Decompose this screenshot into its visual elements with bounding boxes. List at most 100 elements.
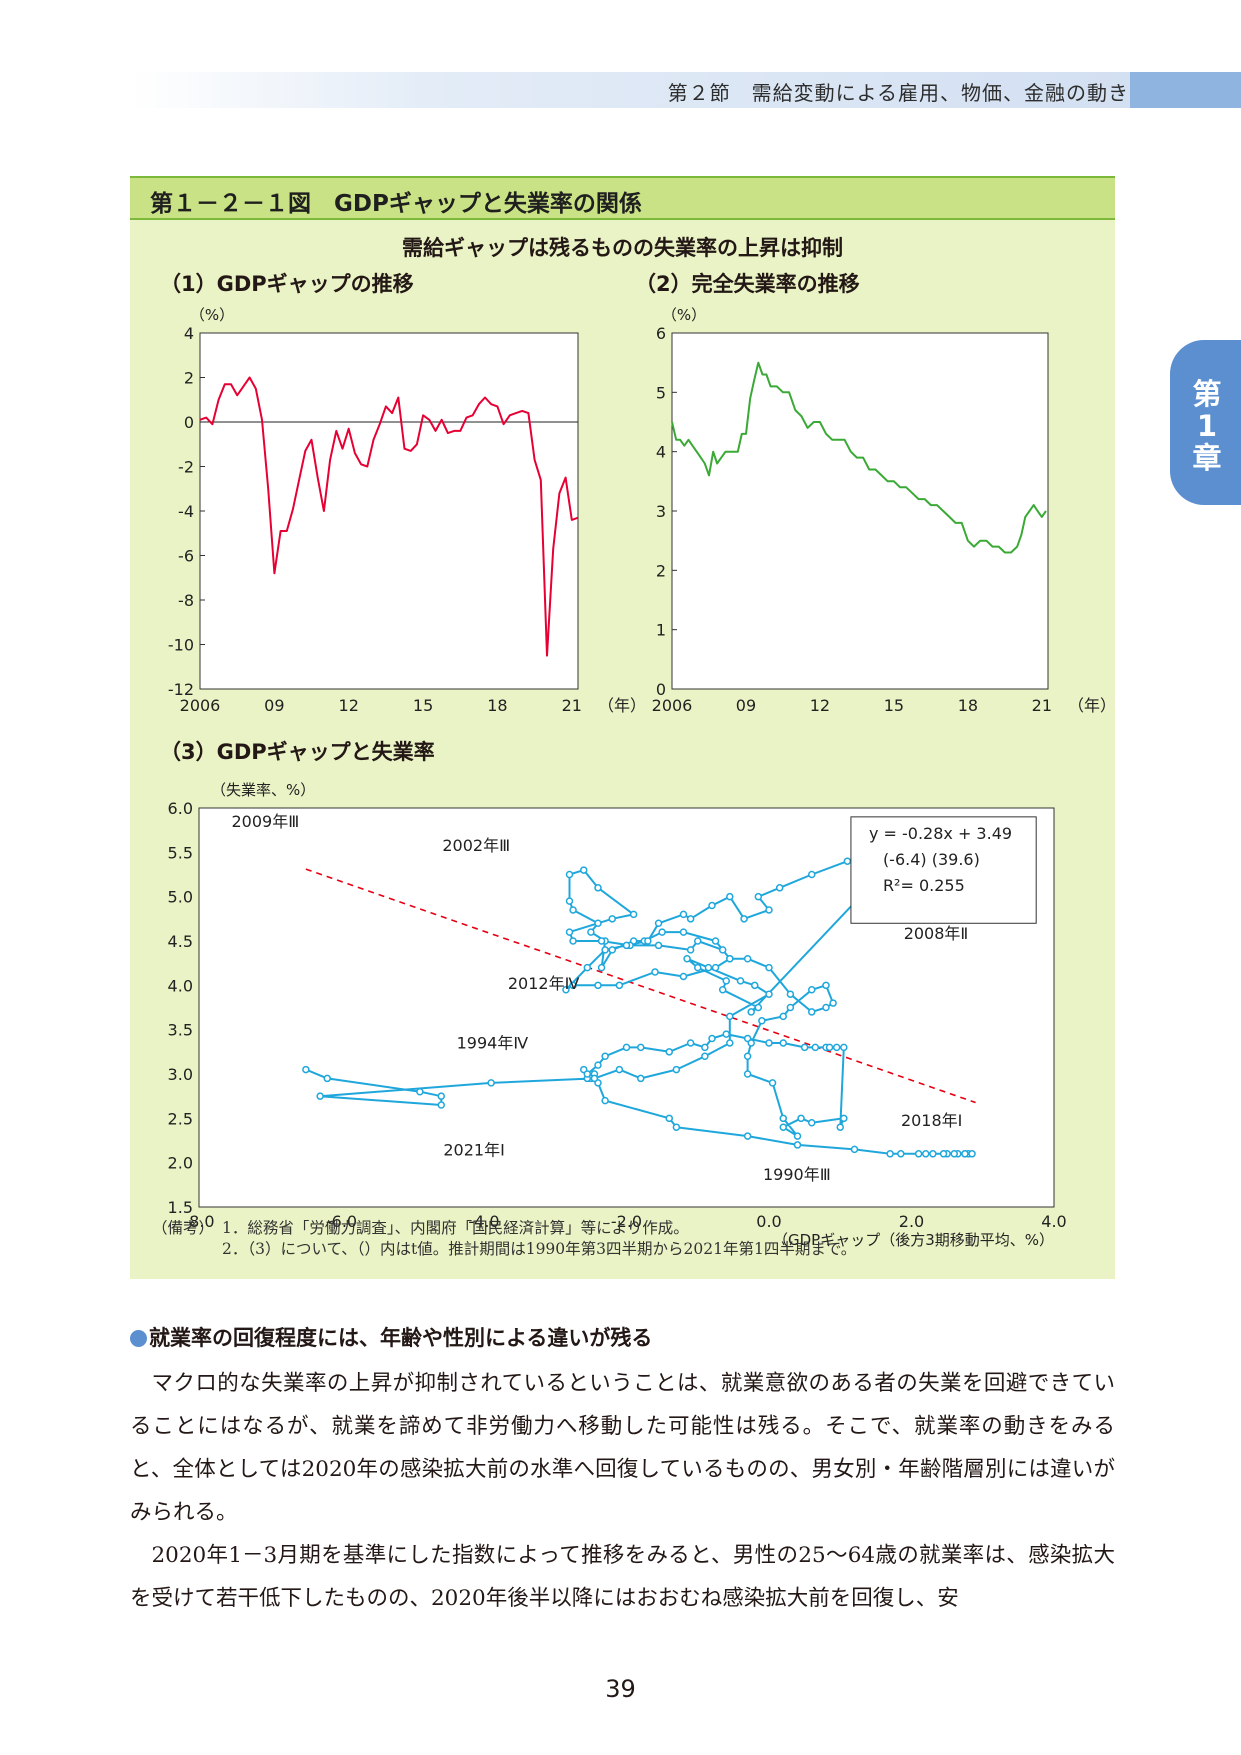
scatter-point [726, 892, 734, 901]
scatter-x-tick-label: 0.0 [756, 1212, 781, 1231]
scatter-point [754, 892, 763, 901]
scatter-point [808, 1008, 816, 1016]
scatter-point [743, 1070, 752, 1078]
scatter-y-tick-label: 3.5 [168, 1021, 193, 1040]
scatter-point [726, 954, 734, 963]
gdp-gap-chart-y-tick-label: 2 [184, 369, 194, 388]
scatter-point [822, 1003, 830, 1012]
scatter-point [765, 1039, 773, 1047]
gdp-gap-chart-unit-label: （%） [190, 306, 234, 324]
scatter-point [437, 1092, 445, 1100]
unemployment-chart-x-tick-label: 15 [884, 696, 904, 715]
scatter-point [929, 1150, 937, 1158]
scatter-point [701, 1052, 709, 1061]
scatter-point [587, 928, 595, 936]
body-text: マクロ的な失業率の上昇が抑制されているということは、就業意欲のある者の失業を回避… [130, 1362, 1115, 1620]
scatter-point [637, 1074, 645, 1083]
scatter-point [597, 963, 606, 972]
unemployment-chart-x-tick-label: 09 [736, 696, 756, 715]
scatter-point [765, 990, 773, 998]
unemployment-chart-y-tick-label: 2 [656, 561, 666, 580]
scatter-point [747, 1008, 755, 1016]
scatter-point [654, 919, 663, 928]
gdp-gap-chart-x-tick-label: 18 [487, 696, 507, 715]
scatter-y-tick-label: 2.0 [168, 1154, 193, 1173]
paragraph-2: 2020年1－3月期を基準にした指数によって推移をみると、男性の25～64歳の就… [130, 1543, 1115, 1611]
gdp-gap-chart-series-line [199, 376, 579, 657]
scatter-y-tick-label: 5.0 [168, 888, 193, 907]
scatter-fit-line [305, 868, 976, 1104]
scatter-x-tick-label: -6.0 [326, 1212, 357, 1231]
scatter-point [704, 963, 713, 972]
gdp-gap-chart-x-tick-label: 15 [413, 696, 433, 715]
gdp-gap-chart-x-tick-label: 21 [562, 696, 582, 715]
bullet-circle-icon [130, 1330, 147, 1347]
scatter-point [637, 1043, 645, 1052]
scatter-point [651, 968, 659, 976]
gdp-gap-chart-x-tick-label: 09 [264, 696, 284, 715]
scatter-point [594, 884, 602, 892]
scatter-point [765, 906, 773, 914]
scatter-y-tick-label: 1.5 [168, 1198, 193, 1217]
scatter-point [594, 919, 602, 928]
header-accent-tab [1130, 72, 1241, 108]
regression-equation-line: R²= 0.255 [883, 876, 965, 895]
scatter-point [686, 915, 695, 923]
gdp-gap-chart-y-tick-label: -8 [178, 591, 194, 610]
scatter-point [950, 1150, 958, 1158]
scatter-point [601, 946, 609, 954]
unemployment-chart-y-tick-label: 0 [656, 680, 666, 699]
scatter-point [565, 870, 574, 879]
gdp-gap-chart-x-tick-label: 12 [339, 696, 359, 715]
panel1-title: （1）GDPギャップの推移 [160, 272, 414, 296]
unemployment-chart-y-tick-label: 1 [656, 621, 666, 640]
gdp-gap-chart-y-tick-label: -2 [178, 458, 194, 477]
page-number: 39 [605, 1675, 636, 1703]
scatter-point [779, 1114, 787, 1123]
unemployment-chart-x-tick-label: 12 [810, 696, 830, 715]
scatter-x-tick-label: -4.0 [468, 1212, 499, 1231]
scatter-point [594, 981, 602, 990]
scatter-point [562, 986, 570, 994]
scatter-point [679, 972, 688, 981]
scatter-point [683, 954, 691, 963]
paragraph-1: マクロ的な失業率の上昇が抑制されているということは、就業意欲のある者の失業を回避… [130, 1371, 1115, 1525]
scatter-point [922, 1150, 930, 1158]
chapter-tab-line2: 1 [1196, 409, 1218, 443]
scatter-point [722, 1030, 730, 1038]
scatter-point [580, 866, 588, 874]
gdp-gap-chart-y-tick-label: 4 [184, 324, 194, 343]
scatter-point [786, 990, 795, 998]
figure-subtitle: 需給ギャップは残るものの失業率の上昇は抑制 [402, 236, 843, 260]
scatter-point [743, 1052, 752, 1061]
scatter-point [793, 1132, 802, 1140]
scatter-point [718, 986, 727, 994]
scatter-point [665, 1114, 673, 1123]
scatter-point [897, 1150, 905, 1158]
regression-equation-line: (-6.4) (39.6) [883, 850, 980, 869]
figure-title: 第１－２－１図 GDPギャップと失業率の関係 [150, 191, 642, 217]
scatter-point [701, 1043, 709, 1052]
regression-equation-box [850, 816, 1037, 924]
scatter-point [622, 1043, 631, 1052]
scatter-point [800, 1043, 809, 1052]
annotation-2002-q3: 2002年Ⅲ [442, 836, 510, 855]
chapter-tab[interactable]: 第 1 章 [1170, 340, 1241, 505]
scatter-point [608, 915, 616, 923]
unemployment-chart-series-line [671, 361, 1047, 554]
scatter-point [594, 1061, 602, 1069]
scatter-point [740, 915, 748, 923]
section-header: 第２節 需給変動による雇用、物価、金融の動き [667, 81, 1129, 105]
scatter-point [797, 1114, 805, 1123]
scatter-point [565, 928, 574, 936]
scatter-point [665, 1048, 673, 1056]
unemployment-chart-y-tick-label: 6 [656, 324, 666, 343]
figure-title-bar: 第１－２－１図 GDPギャップと失業率の関係 [130, 176, 1115, 220]
annotation-2009-q3: 2009年Ⅲ [232, 812, 300, 831]
scatter-point [323, 1074, 331, 1083]
gdp-gap-chart-x-unit: （年） [598, 696, 646, 715]
scatter-point [679, 928, 688, 936]
scatter-point [765, 963, 773, 972]
scatter-point [629, 910, 638, 919]
gdp-gap-chart-y-tick-label: -4 [178, 502, 194, 521]
